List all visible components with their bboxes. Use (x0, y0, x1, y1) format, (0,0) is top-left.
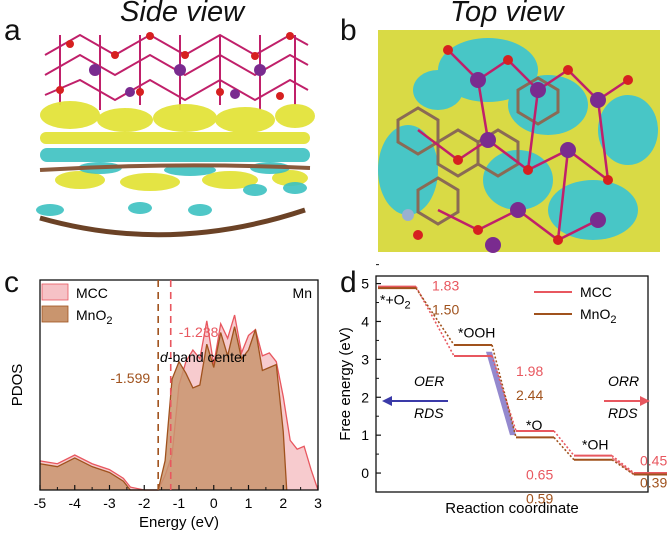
x-tick-label: -5 (34, 495, 47, 511)
x-tick-label: -2 (138, 495, 151, 511)
oer-label: OER (414, 373, 444, 389)
x-tick-label: 0 (210, 495, 218, 511)
step-energy-label: 2.44 (516, 387, 543, 403)
pdos-chart: -1.238 -1.599 d-band center Mn MCC MnO2 -5 -4 -3… (9, 279, 322, 531)
oer-rds-label: RDS (414, 405, 444, 421)
side-view-structure-image (36, 30, 315, 255)
x-tick-label: -4 (69, 495, 82, 511)
state-label: *OH (582, 437, 608, 453)
free-energy-chart: 0 1 2 3 4 5 Free energy (eV) Reaction coordinat… (337, 264, 667, 517)
step-energy-label: 0.59 (526, 491, 553, 507)
x-tick-label: -3 (103, 495, 116, 511)
energy-connector (611, 454, 635, 474)
panel-letter-c: c (4, 266, 19, 299)
orr-label: ORR (608, 373, 639, 389)
y-axis-label: PDOS (9, 364, 26, 407)
energy-connector (491, 344, 517, 438)
x-tick-label: 1 (245, 495, 253, 511)
plot-frame (375, 275, 649, 493)
energy-connector (553, 430, 575, 457)
band-center-label: -1.238 (179, 324, 219, 340)
series-mno2-area (40, 326, 287, 490)
y-tick-label: 5 (361, 276, 369, 292)
legend-label: MnO2 (76, 307, 112, 327)
panel-letter-b: b (340, 14, 357, 47)
panel-letter-a: a (4, 14, 21, 47)
y-tick-label: 1 (361, 427, 369, 443)
panel-a-title: Side view (120, 0, 245, 28)
energy-connector (415, 286, 455, 357)
x-tick-label: 3 (314, 495, 322, 511)
step-energy-label: 1.50 (432, 302, 459, 318)
oer-rds-highlight (486, 351, 516, 436)
y-axis-label: Free energy (eV) (337, 327, 354, 440)
orr-arrowhead (640, 396, 650, 407)
band-center-label: -1.599 (110, 370, 150, 386)
y-tick-label: 2 (361, 389, 369, 405)
element-label: Mn (293, 285, 312, 301)
x-tick-label: 2 (279, 495, 287, 511)
orr-rds-label: RDS (608, 405, 638, 421)
energy-connector (415, 287, 455, 346)
state-label: *OOH (458, 324, 495, 340)
oer-arrowhead (382, 396, 392, 407)
x-axis-label: Energy (eV) (139, 514, 219, 531)
step-energy-label: 0.45 (640, 453, 667, 469)
band-center-annotation: d-band center (160, 349, 247, 365)
step-energy-label: 0.39 (640, 475, 667, 491)
energy-connector (491, 355, 517, 432)
legend-swatch (41, 305, 69, 323)
step-energy-label: 0.65 (526, 467, 553, 483)
state-label: *+O2 (380, 292, 411, 312)
orr-rds-highlight (612, 456, 634, 476)
legend-label: MnO2 (580, 306, 616, 326)
top-view-structure-image (378, 30, 660, 253)
legend-label: MCC (76, 285, 108, 301)
energy-connector (553, 436, 575, 461)
y-tick-label: 0 (361, 465, 369, 481)
y-tick-label: 3 (361, 351, 369, 367)
legend-label: MCC (580, 284, 612, 300)
y-tick-label: 4 (361, 313, 369, 329)
series-mno2-line (39, 326, 288, 491)
energy-connector (611, 459, 635, 476)
x-axis-label: Reaction coordinate (445, 500, 578, 517)
series-mcc-line (39, 314, 319, 491)
x-tick-label: -1 (173, 495, 186, 511)
step-energy-label: 1.98 (516, 363, 543, 379)
legend-swatch (41, 283, 69, 301)
panel-letter-d: d (340, 266, 357, 299)
state-label: *O (526, 417, 542, 433)
step-energy-label: 1.83 (432, 278, 459, 294)
panel-b-title: Top view (450, 0, 564, 28)
